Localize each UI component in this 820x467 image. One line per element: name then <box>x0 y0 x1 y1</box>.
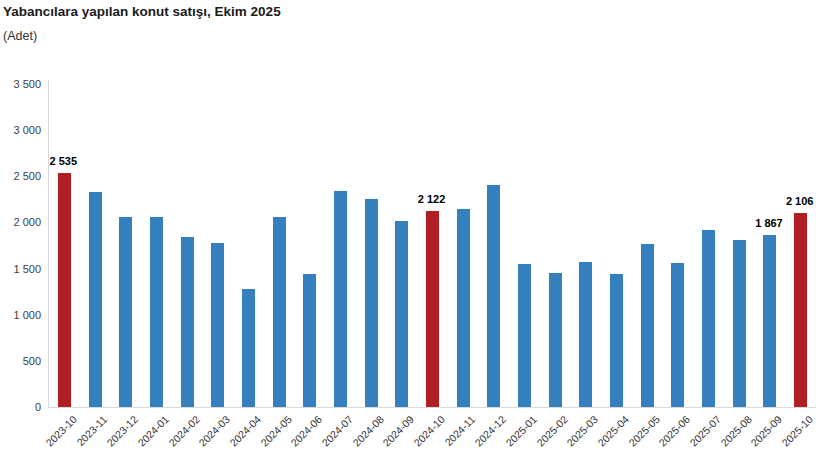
bar-2024-05[interactable] <box>273 217 286 407</box>
y-axis-label: 2 500 <box>0 170 41 182</box>
x-axis-label: 2024-12 <box>473 413 509 449</box>
x-axis-label: 2025-02 <box>534 413 570 449</box>
x-axis-label: 2023-10 <box>43 413 79 449</box>
bar-2024-09[interactable] <box>395 221 408 407</box>
x-axis-label: 2024-06 <box>289 413 325 449</box>
bar-2025-09[interactable] <box>763 235 776 407</box>
bar-2024-11[interactable] <box>457 209 470 407</box>
bar-2025-10[interactable] <box>794 213 807 407</box>
chart-subtitle: (Adet) <box>3 29 37 43</box>
x-axis-label: 2024-03 <box>196 413 232 449</box>
bar-2024-06[interactable] <box>303 274 316 407</box>
x-axis-label: 2024-09 <box>381 413 417 449</box>
bar-2024-02[interactable] <box>181 237 194 407</box>
y-axis-label: 500 <box>0 355 41 367</box>
x-axis-label: 2024-05 <box>258 413 294 449</box>
plot-area <box>48 80 816 408</box>
bar-2025-03[interactable] <box>579 262 592 407</box>
x-axis-label: 2024-10 <box>411 413 447 449</box>
bar-2025-07[interactable] <box>702 230 715 407</box>
y-axis-label: 3 500 <box>0 78 41 90</box>
bar-2025-05[interactable] <box>641 244 654 407</box>
bar-2024-08[interactable] <box>365 199 378 407</box>
bar-value-label: 2 535 <box>50 155 78 168</box>
x-axis-label: 2023-12 <box>104 413 140 449</box>
bar-2025-02[interactable] <box>549 273 562 407</box>
y-axis-label: 3 000 <box>0 124 41 136</box>
x-axis-label: 2024-02 <box>166 413 202 449</box>
x-axis-label: 2025-01 <box>503 413 539 449</box>
y-axis-label: 2 000 <box>0 216 41 228</box>
x-axis-label: 2025-07 <box>687 413 723 449</box>
x-axis-label: 2025-10 <box>779 413 815 449</box>
x-axis-label: 2025-06 <box>657 413 693 449</box>
x-axis-label: 2025-05 <box>626 413 662 449</box>
bar-2025-08[interactable] <box>733 240 746 407</box>
x-axis-label: 2024-04 <box>227 413 263 449</box>
bar-2025-06[interactable] <box>671 263 684 407</box>
x-axis-label: 2023-11 <box>74 413 109 448</box>
x-axis-label: 2024-01 <box>135 413 171 449</box>
bar-2024-10[interactable] <box>426 211 439 407</box>
chart-container: Yabancılara yapılan konut satışı, Ekim 2… <box>0 0 820 467</box>
bar-2023-11[interactable] <box>89 192 102 407</box>
y-axis-label: 1 000 <box>0 309 41 321</box>
bar-value-label: 2 122 <box>418 193 446 206</box>
bar-2024-04[interactable] <box>242 289 255 407</box>
x-axis-label: 2025-09 <box>749 413 785 449</box>
chart-title: Yabancılara yapılan konut satışı, Ekim 2… <box>3 4 281 19</box>
x-axis-label: 2024-11 <box>442 413 477 448</box>
y-axis-label: 0 <box>0 401 41 413</box>
x-axis-label: 2025-08 <box>718 413 754 449</box>
x-axis-label: 2025-03 <box>565 413 601 449</box>
bar-2023-10[interactable] <box>58 173 71 407</box>
bar-value-label: 2 106 <box>786 195 814 208</box>
bar-2024-03[interactable] <box>211 243 224 407</box>
bar-2024-07[interactable] <box>334 191 347 407</box>
x-axis-label: 2025-04 <box>595 413 631 449</box>
x-axis-label: 2024-07 <box>319 413 355 449</box>
y-axis-label: 1 500 <box>0 263 41 275</box>
bar-2024-01[interactable] <box>150 217 163 407</box>
bar-2023-12[interactable] <box>119 217 132 407</box>
x-axis-label: 2024-08 <box>350 413 386 449</box>
bar-2024-12[interactable] <box>487 185 500 407</box>
bar-value-label: 1 867 <box>755 217 783 230</box>
bar-2025-04[interactable] <box>610 274 623 407</box>
bar-2025-01[interactable] <box>518 264 531 407</box>
